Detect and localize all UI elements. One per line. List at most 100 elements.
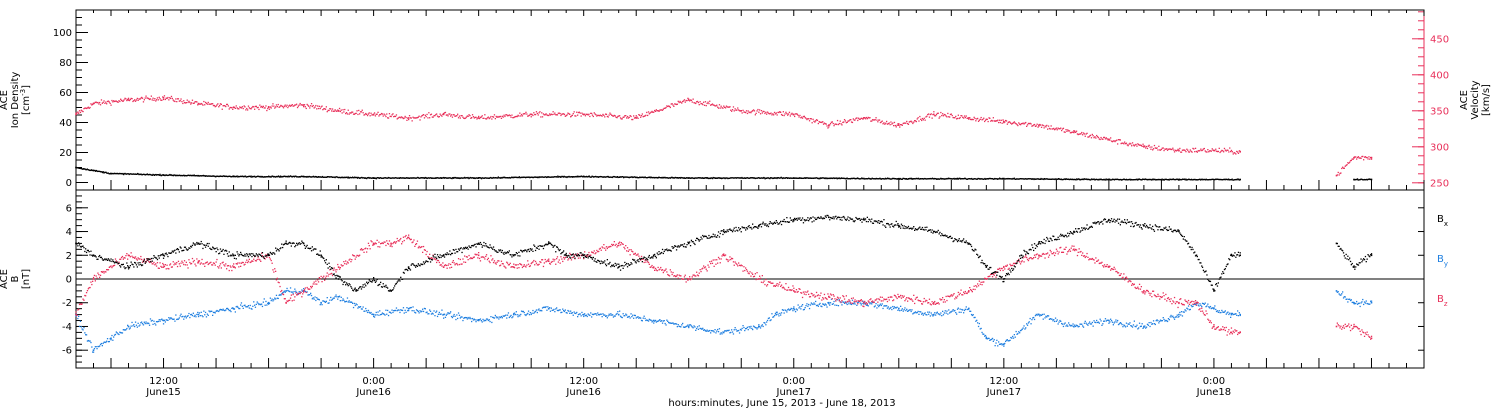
bz-series-point <box>264 258 266 260</box>
velocity-series-point <box>260 106 262 108</box>
density-series-point <box>1016 178 1018 180</box>
by-series-point <box>1117 319 1119 322</box>
by-series-point <box>93 348 96 350</box>
by-series-point <box>863 303 865 305</box>
density-series-point <box>616 176 618 178</box>
density-series-point <box>1179 179 1181 181</box>
density-series-point <box>926 178 928 180</box>
by-series-point <box>805 305 807 307</box>
density-series-point <box>310 176 312 178</box>
by-series-point <box>579 313 581 315</box>
density-series-point <box>941 178 943 180</box>
density-series-point <box>1153 178 1155 180</box>
density-series-point <box>414 177 416 179</box>
density-series-point <box>889 178 892 180</box>
by-series-point <box>585 314 587 316</box>
by-series-point <box>191 314 194 317</box>
by-series-point <box>952 309 954 311</box>
velocity-series-point <box>454 115 456 117</box>
velocity-series-point <box>961 115 963 117</box>
density-series-point <box>1194 178 1196 181</box>
density-series-point <box>975 178 977 180</box>
velocity-series-point <box>1129 142 1131 144</box>
velocity-series-point <box>470 117 472 119</box>
density-series-point <box>475 177 478 179</box>
density-series-point <box>424 176 427 179</box>
by-series-point <box>1113 322 1115 324</box>
velocity-series-point <box>156 97 159 99</box>
velocity-series-point <box>1198 150 1200 152</box>
density-series-point <box>877 178 879 180</box>
velocity-series-point <box>193 102 195 104</box>
bz-series-point <box>237 262 239 264</box>
by-series-point <box>233 308 235 310</box>
by-series-point <box>205 316 208 318</box>
by-series-point <box>1336 291 1338 293</box>
velocity-series-point <box>947 112 949 115</box>
velocity-series-point <box>626 117 628 119</box>
density-series-point <box>312 175 315 177</box>
by-series-point <box>831 303 833 305</box>
velocity-series-point <box>825 123 827 125</box>
density-series-point <box>578 176 581 178</box>
density-series-point <box>866 178 868 180</box>
velocity-series-point <box>1056 129 1058 131</box>
density-series-point <box>471 177 473 179</box>
by-series-point <box>1213 307 1215 310</box>
by-series-point <box>1102 323 1104 325</box>
density-series-point <box>881 178 883 180</box>
velocity-series-point <box>1059 128 1061 130</box>
density-series-point <box>916 177 918 180</box>
by-series-point <box>942 314 945 316</box>
velocity-series-point <box>870 120 872 122</box>
by-series-point <box>394 309 397 312</box>
by-series-point <box>123 329 125 331</box>
velocity-series-point <box>453 114 455 116</box>
density-series-point <box>571 176 574 178</box>
velocity-series-point <box>169 97 172 100</box>
density-series-point <box>894 178 896 180</box>
by-series-point <box>1037 313 1039 315</box>
density-series-point <box>1179 178 1181 180</box>
density-series-point <box>887 177 889 179</box>
density-series-point <box>1091 178 1093 180</box>
by-series-point <box>621 316 623 319</box>
by-series-point <box>956 313 958 315</box>
density-series-point <box>770 177 772 179</box>
by-series-point <box>703 329 706 331</box>
density-series-point <box>400 177 402 179</box>
by-series-point <box>1180 311 1183 313</box>
density-series-point <box>349 176 351 179</box>
density-series-point <box>85 169 87 171</box>
density-series-point <box>538 176 540 179</box>
density-series-point <box>165 174 167 176</box>
bz-series-point <box>277 281 279 283</box>
density-series-point <box>945 178 947 180</box>
by-series-point <box>750 325 752 328</box>
by-series-point <box>1355 302 1357 305</box>
density-series-point <box>177 174 179 177</box>
velocity-series-point <box>306 103 308 106</box>
density-series-point <box>655 176 658 179</box>
by-series-point <box>597 312 599 314</box>
density-series-point <box>859 178 861 180</box>
by-series-point <box>732 333 735 335</box>
density-series-point <box>1128 179 1130 181</box>
density-series-point <box>1052 178 1054 180</box>
by-series-point <box>1059 319 1061 322</box>
velocity-series-point <box>223 105 225 107</box>
by-series-point <box>447 312 449 314</box>
velocity-series-point <box>396 118 398 120</box>
velocity-series-point <box>705 105 707 107</box>
density-series-point <box>1010 178 1013 180</box>
density-series-point <box>454 176 457 179</box>
velocity-series-point <box>854 119 856 121</box>
velocity-series-point <box>1348 162 1350 164</box>
bz-series-point <box>180 262 182 264</box>
by-series-point <box>1057 323 1059 325</box>
by-series-point <box>1125 322 1128 324</box>
velocity-series-point <box>298 104 300 106</box>
by-series-point <box>478 319 481 321</box>
density-series-point <box>245 176 247 178</box>
bz-series-point <box>303 289 306 291</box>
